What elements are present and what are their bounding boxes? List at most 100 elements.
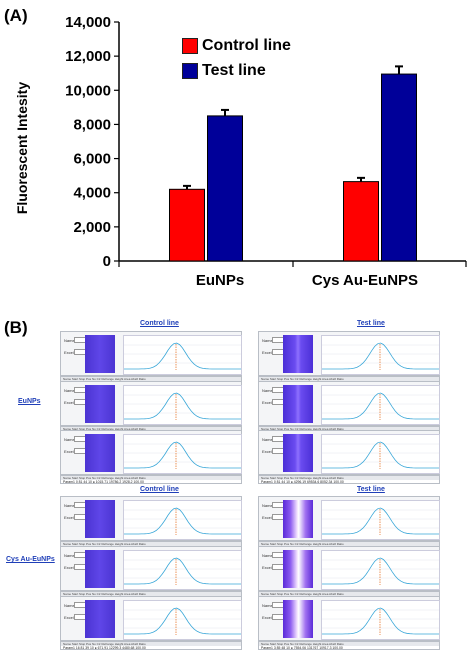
table-header-text: Name Start Stop Pos No Ctr Refrange Heig… — [63, 642, 146, 646]
analyzer-window: Name: Excel: — [258, 430, 440, 475]
field-label: Name: — [64, 388, 76, 393]
table-header-text: Name Start Stop Pos No Ctr Refrange Heig… — [63, 427, 146, 431]
analyzer-window: Name: Excel: — [60, 496, 242, 541]
field-label: Excel: — [64, 350, 75, 355]
table-header-text: Name Start Stop Pos No Ctr Refrange Heig… — [63, 592, 146, 596]
table-header: Name Start Stop Pos No Ctr Refrange Heig… — [259, 642, 439, 646]
y-tick-label: 14,000 — [65, 14, 111, 31]
bar-control-1 — [343, 181, 379, 262]
intensity-curve — [322, 607, 439, 635]
table-header: Name Start Stop Pos No Ctr Refrange Heig… — [61, 642, 241, 646]
field-label: Excel: — [262, 565, 273, 570]
strip-image — [283, 434, 313, 472]
strip-image — [85, 434, 115, 472]
field-label: Name: — [262, 603, 274, 608]
strip-image — [283, 335, 313, 373]
table-row: Param1 0 81 44 10 ● 4296.19 69534.6 8052… — [261, 480, 344, 484]
table-header-text: Name Start Stop Pos No Ctr Refrange Heig… — [63, 377, 146, 381]
table-header: Name Start Stop Pos No Ctr Refrange Heig… — [259, 377, 439, 381]
y-tick-label: 12,000 — [65, 48, 111, 65]
bar-control-0 — [169, 188, 205, 262]
strip-image — [85, 500, 115, 538]
analyzer-window: Name: Excel: — [60, 546, 242, 591]
panel-b-label: (B) — [4, 318, 28, 337]
intensity-curve — [322, 342, 439, 370]
x-category-label-cys: Cys Au-EuNPS — [311, 272, 419, 289]
intensity-plot — [321, 434, 440, 474]
row-label-cys: Cys Au-EuNPs — [6, 556, 55, 563]
y-tick-label: 10,000 — [65, 82, 111, 99]
table-header-text: Name Start Stop Pos No Ctr Refrange Heig… — [261, 427, 344, 431]
intensity-plot — [321, 500, 440, 540]
strip-image — [85, 335, 115, 373]
col-title-test-bottom: Test line — [357, 486, 385, 493]
field-label: Name: — [64, 603, 76, 608]
table-header: Name Start Stop Pos No Ctr Refrange Heig… — [259, 592, 439, 596]
legend-swatch-test — [182, 62, 198, 79]
analyzer-window: Name: Excel: — [258, 546, 440, 591]
strip-image — [85, 550, 115, 588]
y-axis-label: Fluorescent Intesity — [14, 81, 30, 215]
strip-image — [283, 550, 313, 588]
table-row: Param1 0 81 44 10 ● 1015.71 19786.2 1928… — [63, 480, 144, 484]
legend-label-test: Test line — [202, 61, 266, 79]
intensity-curve — [124, 441, 241, 469]
analyzer-window: Name: Excel: — [258, 596, 440, 641]
panel-a-label: (A) — [4, 6, 28, 25]
intensity-plot — [321, 600, 440, 640]
result-table: Name Start Stop Pos No Ctr Refrange Heig… — [60, 475, 242, 484]
intensity-curve — [322, 507, 439, 535]
intensity-plot — [123, 434, 242, 474]
legend-item-test: Test line — [182, 58, 291, 83]
strip-image — [283, 385, 313, 423]
field-label: Name: — [262, 338, 274, 343]
intensity-plot — [123, 335, 242, 375]
intensity-plot — [321, 335, 440, 375]
y-tick-label: 2,000 — [73, 219, 111, 236]
intensity-curve — [322, 392, 439, 420]
table-header-text: Name Start Stop Pos No Ctr Refrange Heig… — [261, 642, 344, 646]
table-header: Name Start Stop Pos No Ctr Refrange Heig… — [61, 542, 241, 546]
table-header: Name Start Stop Pos No Ctr Refrange Heig… — [61, 427, 241, 431]
intensity-curve — [124, 507, 241, 535]
table-header: Name Start Stop Pos No Ctr Refrange Heig… — [61, 377, 241, 381]
legend-item-control: Control line — [182, 33, 291, 58]
bar-test-1 — [381, 73, 417, 262]
analyzer-window: Name: Excel: — [60, 430, 242, 475]
table-header: Name Start Stop Pos No Ctr Refrange Heig… — [259, 476, 439, 480]
analyzer-window: Name: Excel: — [258, 496, 440, 541]
strip-image — [85, 600, 115, 638]
table-row: Param1 16 81 39 10 ● 671.91 12299.3 4480… — [63, 646, 146, 650]
legend-label-control: Control line — [202, 36, 291, 54]
result-table: Name Start Stop Pos No Ctr Refrange Heig… — [60, 641, 242, 650]
y-tick-label: 4,000 — [73, 185, 111, 202]
intensity-plot — [123, 550, 242, 590]
row-label-eunps: EuNPs — [18, 398, 41, 405]
table-header-text: Name Start Stop Pos No Ctr Refrange Heig… — [261, 476, 344, 480]
y-tick-label: 6,000 — [73, 151, 111, 168]
analyzer-window: Name: Excel: — [60, 331, 242, 376]
analyzer-window: Name: Excel: — [258, 381, 440, 426]
intensity-curve — [124, 392, 241, 420]
field-label: Excel: — [262, 400, 273, 405]
y-tick-label: 0 — [103, 253, 111, 270]
intensity-curve — [124, 557, 241, 585]
intensity-plot — [321, 550, 440, 590]
field-label: Excel: — [64, 449, 75, 454]
strip-image — [283, 500, 313, 538]
intensity-curve — [124, 607, 241, 635]
table-header: Name Start Stop Pos No Ctr Refrange Heig… — [259, 542, 439, 546]
field-label: Name: — [262, 437, 274, 442]
analyzer-window: Name: Excel: — [60, 381, 242, 426]
result-table: Name Start Stop Pos No Ctr Refrange Heig… — [258, 641, 440, 650]
table-header-text: Name Start Stop Pos No Ctr Refrange Heig… — [261, 592, 344, 596]
field-label: Excel: — [64, 565, 75, 570]
table-header: Name Start Stop Pos No Ctr Refrange Heig… — [259, 427, 439, 431]
intensity-plot — [123, 500, 242, 540]
bar-chart: 0 2,000 4,000 6,000 8,000 10,000 12,000 14,000 — [65, 14, 467, 270]
intensity-curve — [124, 342, 241, 370]
field-label: Excel: — [262, 350, 273, 355]
field-label: Name: — [262, 503, 274, 508]
field-label: Name: — [262, 553, 274, 558]
legend: Control line Test line — [182, 33, 291, 83]
